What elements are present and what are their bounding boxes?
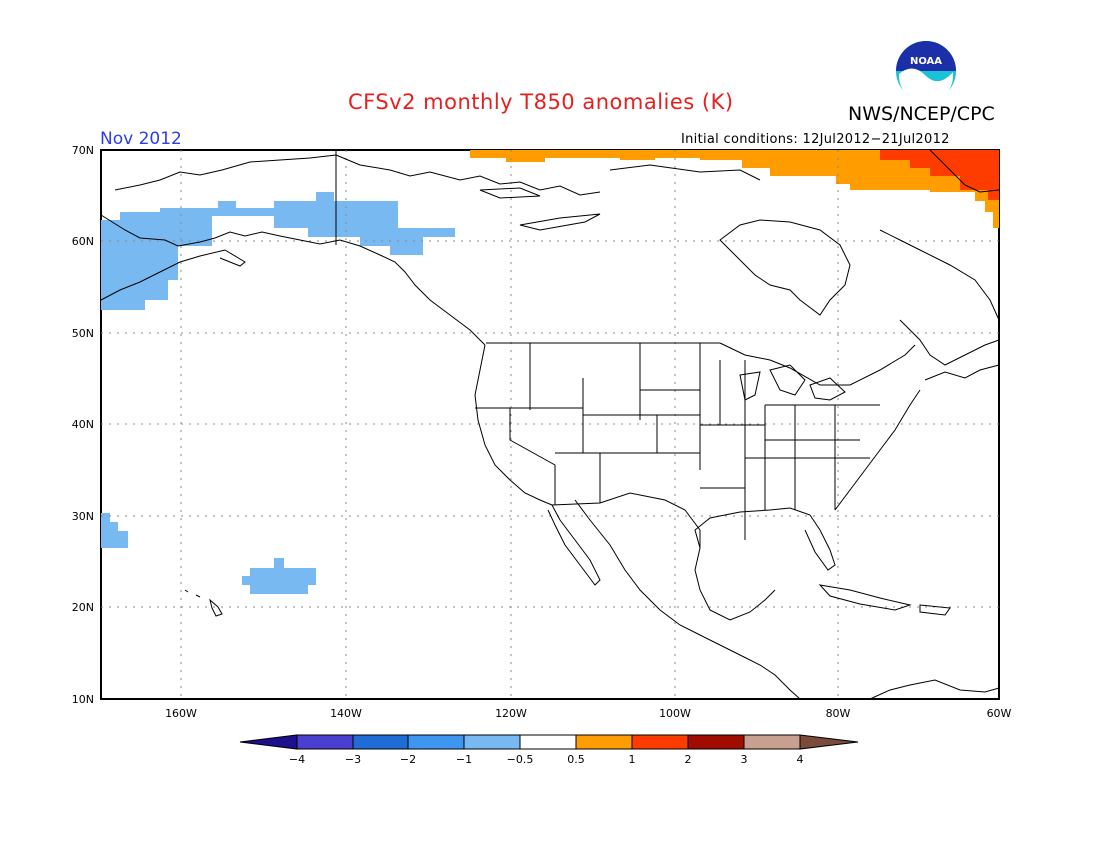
colorbar-label: 2 bbox=[685, 753, 692, 766]
anomaly-pacific-hawaii bbox=[242, 558, 316, 594]
lat-label: 40N bbox=[72, 418, 94, 431]
colorbar-swatch bbox=[743, 734, 801, 750]
colorbar-swatch bbox=[575, 734, 633, 750]
colorbar-label: −2 bbox=[400, 753, 416, 766]
lon-label: 80W bbox=[826, 707, 851, 720]
anomaly-arctic-orange bbox=[470, 150, 999, 228]
chart-title: CFSv2 monthly T850 anomalies (K) bbox=[348, 90, 734, 114]
lon-label: 120W bbox=[495, 707, 527, 720]
anomaly-alaska bbox=[101, 192, 455, 310]
lat-label: 30N bbox=[72, 510, 94, 523]
colorbar-label: −1 bbox=[456, 753, 472, 766]
noaa-logo-text: NOAA bbox=[910, 56, 942, 67]
colorbar-swatch bbox=[463, 734, 521, 750]
colorbar-cap-low bbox=[239, 734, 298, 750]
forecast-month: Nov 2012 bbox=[100, 129, 182, 149]
initial-conditions: Initial conditions: 12Jul2012−21Jul2012 bbox=[681, 132, 950, 147]
lon-label: 160W bbox=[165, 707, 197, 720]
colorbar-label: −4 bbox=[289, 753, 305, 766]
colorbar-label: 1 bbox=[629, 753, 636, 766]
colorbar-swatch bbox=[631, 734, 689, 750]
coastlines bbox=[100, 149, 1000, 700]
colorbar-cap-high bbox=[799, 734, 859, 750]
colorbar-label: 4 bbox=[797, 753, 804, 766]
colorbar bbox=[239, 734, 859, 750]
lat-labels: 70N 60N 50N 40N 30N 20N 10N bbox=[72, 144, 94, 706]
colorbar-swatch bbox=[296, 734, 354, 750]
colorbar-swatch bbox=[407, 734, 465, 750]
colorbar-swatch bbox=[687, 734, 745, 750]
lat-label: 70N bbox=[72, 144, 94, 157]
colorbar-label: 3 bbox=[741, 753, 748, 766]
lat-label: 60N bbox=[72, 235, 94, 248]
lat-label: 20N bbox=[72, 601, 94, 614]
colorbar-swatch bbox=[519, 734, 577, 750]
lat-label: 10N bbox=[72, 693, 94, 706]
colorbar-label: −0.5 bbox=[507, 753, 534, 766]
gridlines bbox=[101, 150, 999, 699]
colorbar-labels: −4 −3 −2 −1 −0.5 0.5 1 2 3 4 bbox=[289, 753, 804, 766]
agency-label: NWS/NCEP/CPC bbox=[848, 103, 995, 125]
lon-labels: 160W 140W 120W 100W 80W 60W bbox=[165, 707, 1011, 720]
lat-label: 50N bbox=[72, 327, 94, 340]
colorbar-swatch bbox=[352, 734, 409, 750]
political-borders bbox=[335, 150, 916, 548]
noaa-logo: NOAA bbox=[896, 41, 956, 102]
lon-label: 100W bbox=[659, 707, 691, 720]
colorbar-label: 0.5 bbox=[567, 753, 585, 766]
lon-label: 60W bbox=[987, 707, 1012, 720]
anomaly-pacific-west bbox=[101, 513, 128, 548]
colorbar-label: −3 bbox=[345, 753, 361, 766]
lon-label: 140W bbox=[330, 707, 362, 720]
